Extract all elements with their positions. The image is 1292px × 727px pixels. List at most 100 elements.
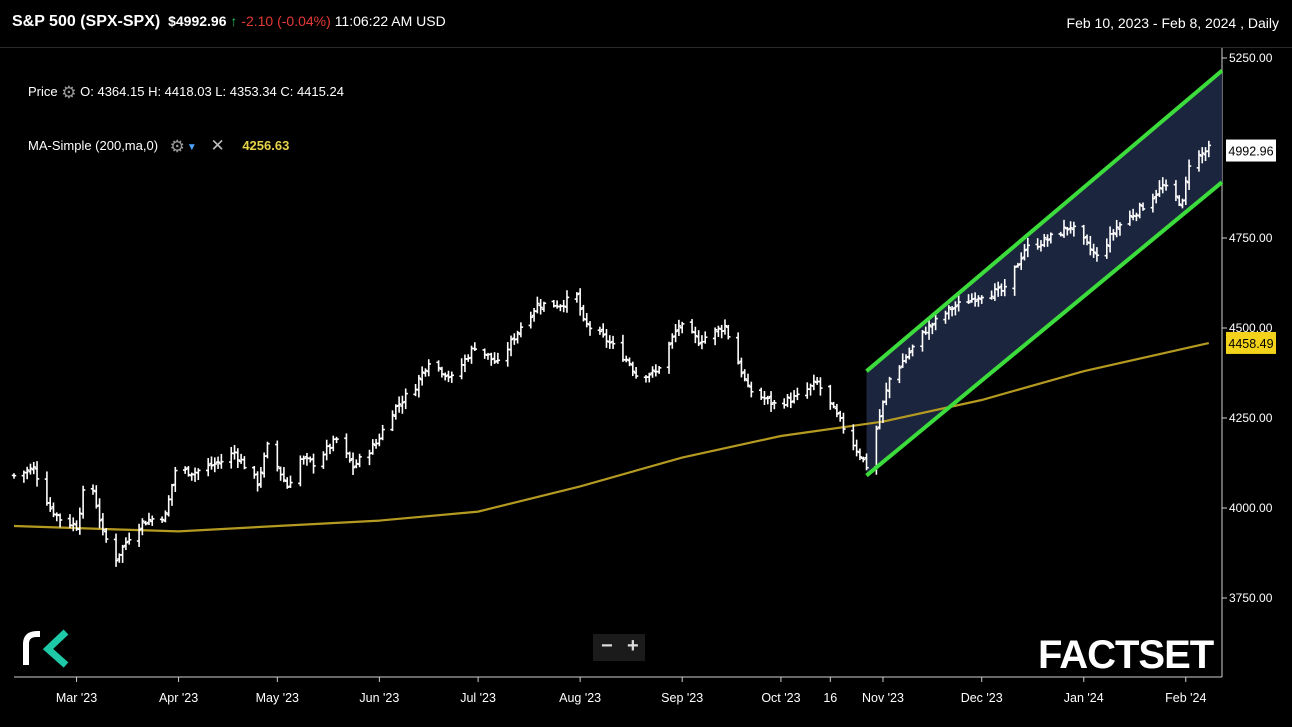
ohlc-bar xyxy=(673,323,678,343)
ohlc-bar xyxy=(880,400,886,424)
ohlc-bar xyxy=(495,352,501,364)
ohlc-bar xyxy=(749,381,754,398)
ohlc-bar xyxy=(1048,232,1054,244)
last-price-label: 4992.96 xyxy=(1228,145,1273,159)
price-change-percent: (-0.04%) xyxy=(277,13,331,29)
gear-icon[interactable]: ⚙ xyxy=(169,137,185,156)
ohlc-bar xyxy=(610,335,616,350)
ohlc-bar xyxy=(785,394,790,408)
ohlc-bar xyxy=(693,326,698,344)
ohlc-bar xyxy=(1173,180,1179,202)
factset-logo: FACTSET xyxy=(1038,633,1214,677)
ohlc-bar xyxy=(765,395,770,405)
ohlc-bar xyxy=(587,321,593,336)
ohlc-bar xyxy=(24,466,30,480)
ohlc-bar xyxy=(841,412,846,434)
ohlc-bar xyxy=(80,485,86,519)
y-tick-label: 4250.00 xyxy=(1229,411,1273,425)
ohlc-bar xyxy=(163,510,168,523)
ohlc-bar xyxy=(679,321,685,334)
ohlc-bar xyxy=(492,352,497,364)
ohlc-bar xyxy=(1163,179,1169,191)
ohlc-bar xyxy=(600,323,606,338)
ohlc-bar xyxy=(229,446,234,469)
y-tick-label: 4500.00 xyxy=(1229,321,1273,335)
ohlc-bar xyxy=(482,348,487,359)
ohlc-bar xyxy=(150,515,155,526)
ohlc-bar xyxy=(90,484,96,495)
ohlc-bar xyxy=(528,311,533,329)
ohlc-bar xyxy=(196,468,201,481)
ohlc-bar xyxy=(11,473,17,479)
ohlc-bar xyxy=(472,342,478,352)
close-icon[interactable]: ✕ xyxy=(210,136,225,155)
ohlc-bar xyxy=(1111,229,1116,241)
channel-upper-line xyxy=(865,69,1224,373)
ma-value: 4256.63 xyxy=(242,138,290,153)
date-range[interactable]: Feb 10, 2023 - Feb 8, 2024 , Daily xyxy=(1066,15,1279,31)
ohlc-bar xyxy=(1084,234,1090,246)
ohlc-bar xyxy=(281,467,287,483)
quote-time: 11:06:22 AM USD xyxy=(334,13,446,29)
ohlc-bar xyxy=(910,344,915,357)
ohlc-bar xyxy=(1012,265,1017,296)
ohlc-bar xyxy=(554,300,560,309)
ohlc-bar xyxy=(739,357,744,378)
last-price-marker xyxy=(1226,139,1276,162)
zoom-in-button[interactable]: + xyxy=(627,635,639,657)
ohlc-bar xyxy=(795,387,800,401)
ohlc-bar xyxy=(146,512,152,526)
price-legend: Price ⚙ O: 4364.15 H: 4418.03 L: 4353.34… xyxy=(28,83,344,103)
x-tick-label: Nov '23 xyxy=(862,691,904,705)
rk-logo xyxy=(23,629,69,668)
ohlc-bar xyxy=(31,461,36,475)
ohlc-bar xyxy=(857,448,863,461)
ohlc-bar xyxy=(1091,243,1096,258)
ohlc-bar xyxy=(742,369,747,382)
ohlc-bar xyxy=(192,467,198,482)
price-legend-label: Price xyxy=(28,84,58,99)
ohlc-bar xyxy=(209,456,214,470)
x-tick-label: Feb '24 xyxy=(1165,691,1206,705)
ohlc-bar xyxy=(400,395,405,414)
ohlc-bar xyxy=(1117,222,1123,236)
ohlc-bar xyxy=(436,360,441,372)
ohlc-bar xyxy=(972,292,978,307)
zoom-out-button[interactable]: − xyxy=(601,635,613,657)
y-tick-label: 4750.00 xyxy=(1229,231,1273,245)
x-tick-label: May '23 xyxy=(256,691,299,705)
ohlc-bar xyxy=(946,305,952,320)
ohlc-bar xyxy=(768,391,774,412)
chevron-down-icon[interactable]: ▼ xyxy=(186,142,197,153)
ohlc-bar xyxy=(324,439,329,461)
ohlc-bar xyxy=(396,396,402,413)
ohlc-bar xyxy=(1022,244,1027,261)
ohlc-bar xyxy=(703,331,708,344)
ohlc-bar xyxy=(1015,262,1021,268)
gear-icon[interactable]: ⚙ xyxy=(61,83,77,102)
ohlc-bar xyxy=(28,463,33,475)
zoom-controls: − + xyxy=(593,634,645,661)
ohlc-bar xyxy=(907,347,912,360)
ohlc-bar xyxy=(212,457,217,473)
ohlc-bar xyxy=(219,453,224,469)
ohlc-bar xyxy=(772,400,777,410)
ohlc-bar xyxy=(624,355,629,363)
ohlc-bar xyxy=(854,439,859,457)
ohlc-bar xyxy=(966,294,971,304)
ohlc-bar xyxy=(864,453,869,471)
ohlc-bar xyxy=(100,513,106,536)
ohlc-bar xyxy=(1186,159,1192,190)
ohlc-bar xyxy=(169,483,175,506)
ohlc-bar xyxy=(311,453,316,474)
ohlc-bar xyxy=(811,374,817,391)
ohlc-bar xyxy=(1157,180,1162,197)
ohlc-bar xyxy=(1177,195,1182,206)
ohlc-bar xyxy=(630,361,636,377)
x-tick-label: Jan '24 xyxy=(1064,691,1104,705)
x-tick-label: Sep '23 xyxy=(661,691,703,705)
ohlc-bar xyxy=(508,335,514,357)
ohlc-bar xyxy=(189,472,194,481)
ohlc-bar xyxy=(143,520,148,526)
